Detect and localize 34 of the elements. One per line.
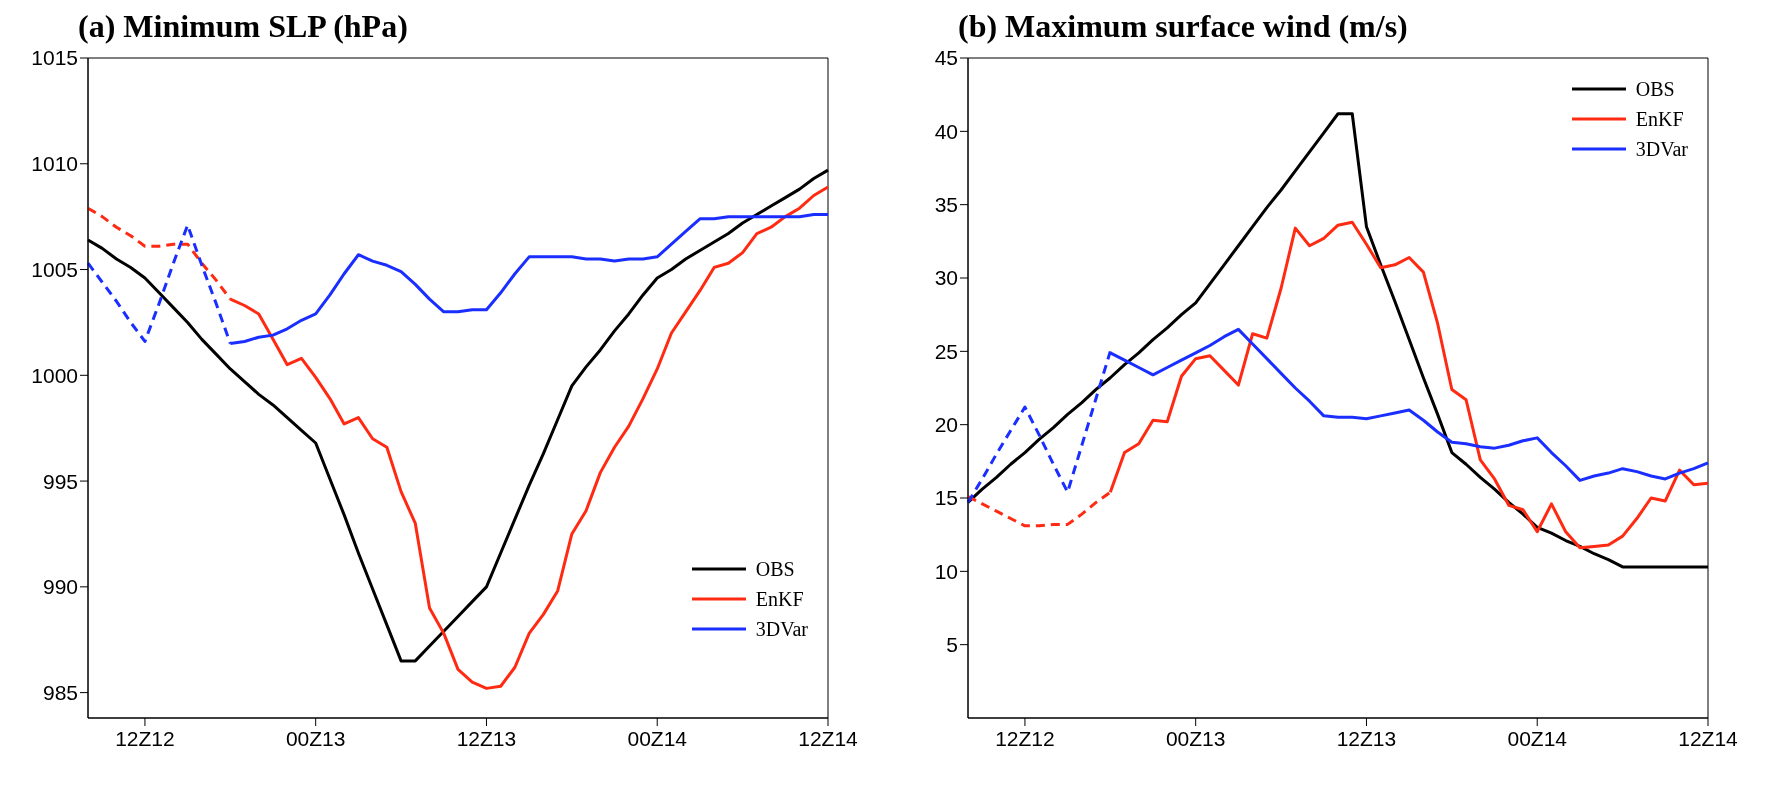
legend-label: 3DVar [1635, 137, 1688, 161]
x-tick-label: 00Z13 [285, 727, 346, 750]
legend-label: EnKF [1635, 107, 1684, 131]
x-tick-label: 12Z13 [456, 727, 517, 750]
x-tick-label: 12Z14 [798, 727, 859, 750]
y-tick-label: 1005 [31, 257, 78, 281]
y-tick-label: 35 [934, 193, 958, 217]
y-tick-label: 1015 [31, 46, 78, 70]
x-tick-label: 12Z12 [115, 727, 175, 750]
y-tick-label: 995 [42, 469, 78, 493]
y-tick-label: 5 [946, 633, 958, 657]
y-tick-label: 25 [934, 339, 958, 363]
x-tick-label: 00Z13 [1165, 727, 1226, 750]
y-tick-label: 985 [42, 681, 78, 705]
x-tick-label: 12Z12 [995, 727, 1055, 750]
legend-label: EnKF [755, 587, 804, 611]
y-tick-label: 45 [934, 46, 958, 70]
x-tick-label: 00Z14 [627, 727, 688, 750]
legend-label: 3DVar [755, 617, 808, 641]
y-tick-label: 1000 [31, 363, 78, 387]
x-tick-label: 12Z14 [1678, 727, 1739, 750]
y-tick-label: 1010 [31, 152, 78, 176]
y-tick-label: 20 [934, 413, 958, 437]
x-tick-label: 12Z13 [1336, 727, 1397, 750]
chart-title: (a) Minimum SLP (hPa) [78, 8, 408, 45]
y-tick-label: 15 [934, 486, 958, 510]
y-tick-label: 40 [934, 119, 958, 143]
y-tick-label: 10 [934, 559, 958, 583]
legend-label: OBS [1635, 77, 1675, 101]
chart-title: (b) Maximum surface wind (m/s) [958, 8, 1408, 45]
x-tick-label: 00Z14 [1507, 727, 1568, 750]
y-tick-label: 990 [42, 575, 78, 599]
y-tick-label: 30 [934, 266, 958, 290]
legend-label: OBS [755, 557, 795, 581]
